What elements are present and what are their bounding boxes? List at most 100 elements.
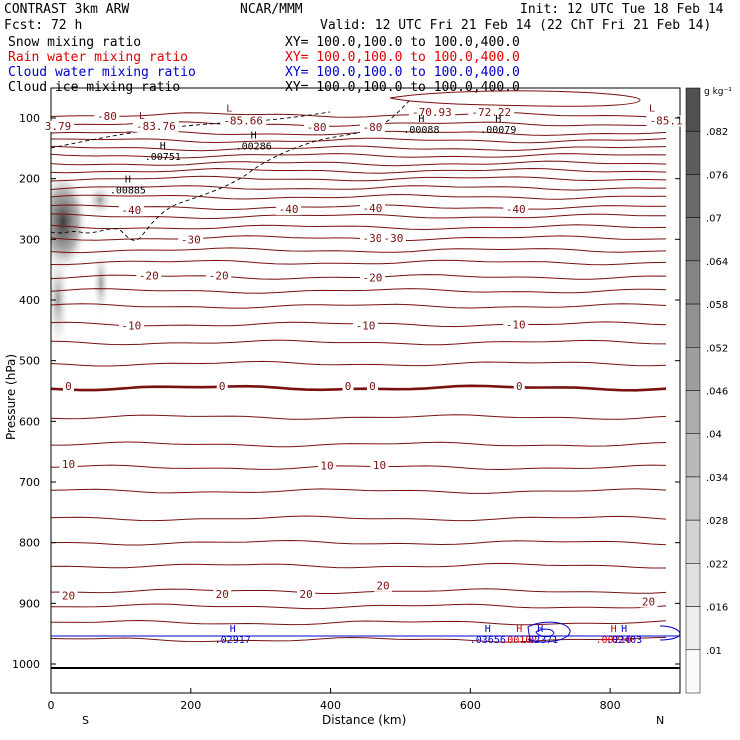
isotherm-label: 20 bbox=[376, 580, 389, 593]
extremum-marker: H bbox=[251, 131, 257, 142]
field-cloudwater-xy: XY= 100.0,100.0 to 100.0,400.0 bbox=[285, 65, 520, 80]
colorbar-swatch bbox=[685, 476, 701, 521]
colorbar-tick-label: .022 bbox=[706, 559, 728, 570]
isotherm-line bbox=[51, 145, 667, 152]
isotherm-label: -85.66 bbox=[223, 114, 263, 127]
cloud-water-loops bbox=[527, 621, 680, 643]
isotherm-label: -30 bbox=[363, 232, 383, 245]
isotherm-line bbox=[51, 153, 667, 159]
colorbar-tick-label: .034 bbox=[706, 473, 728, 484]
field-cloudwater-name: Cloud water mixing ratio bbox=[8, 65, 196, 80]
x-end-right: N bbox=[656, 714, 664, 727]
extremum-marker: H bbox=[495, 114, 501, 125]
isotherm-line bbox=[51, 213, 667, 220]
isotherm-label: 0 bbox=[369, 380, 376, 393]
isotherm-line bbox=[51, 112, 667, 118]
isotherm-label: 20 bbox=[642, 596, 655, 609]
model-title: CONTRAST 3km ARW bbox=[4, 2, 130, 17]
isotherm-label: 20 bbox=[299, 588, 312, 601]
colorbar-swatch bbox=[685, 87, 701, 132]
y-tick-label: 300 bbox=[19, 233, 40, 246]
colorbar-swatch bbox=[685, 563, 701, 607]
extremum-value: .00751 bbox=[145, 152, 181, 163]
y-axis-title: Pressure (hPa) bbox=[4, 354, 18, 440]
isotherm-label: 20 bbox=[216, 588, 229, 601]
isotherm-line bbox=[51, 204, 667, 211]
isotherm-line bbox=[51, 193, 667, 200]
extremum-marker: H bbox=[621, 624, 627, 635]
cloud-ice-contour-top bbox=[51, 111, 331, 149]
colorbar-tick-label: .076 bbox=[706, 170, 728, 181]
field-rain-xy: XY= 100.0,100.0 to 100.0,400.0 bbox=[285, 50, 520, 65]
isotherm-line bbox=[51, 588, 667, 594]
extremum-value: .00102 bbox=[501, 635, 537, 646]
x-end-left: S bbox=[82, 714, 89, 727]
org-label: NCAR/MMM bbox=[240, 2, 303, 17]
colorbar-tick-label: .07 bbox=[706, 214, 722, 225]
isotherm-label: 0 bbox=[219, 380, 226, 393]
extremum-marker: L bbox=[226, 103, 232, 114]
extremum-marker: H bbox=[418, 114, 424, 125]
colorbar-tick-label: .082 bbox=[706, 127, 728, 138]
isotherm-line bbox=[51, 488, 667, 494]
colorbar-tick-label: .064 bbox=[706, 257, 728, 268]
isotherm-label: -40 bbox=[121, 204, 141, 217]
field-snow-xy: XY= 100.0,100.0 to 100.0,400.0 bbox=[285, 35, 520, 50]
colorbar-swatch bbox=[685, 130, 701, 175]
isotherm-label: 10 bbox=[320, 460, 333, 473]
isotherm-label: -40 bbox=[363, 202, 383, 215]
colorbar-tick-label: .01 bbox=[706, 646, 722, 657]
isotherm-label: 10 bbox=[62, 458, 75, 471]
isotherm-line bbox=[51, 185, 666, 191]
x-tick-label: 400 bbox=[320, 699, 341, 712]
extremum-value: .00088 bbox=[403, 125, 439, 136]
isotherm-line bbox=[51, 515, 667, 522]
colorbar-swatch bbox=[685, 260, 701, 305]
colorbar-swatch bbox=[685, 303, 701, 348]
colorbar-tick-label: .052 bbox=[706, 343, 728, 354]
isotherm-label: -10 bbox=[356, 319, 376, 332]
x-tick-label: 800 bbox=[600, 699, 621, 712]
colorbar-tick-label: .028 bbox=[706, 516, 728, 527]
colorbar-swatch bbox=[685, 433, 701, 478]
isotherm-label: 20 bbox=[62, 589, 75, 602]
extremum-marker: H bbox=[611, 624, 617, 635]
snow-shading-top bbox=[86, 182, 114, 218]
isotherm-label: -10 bbox=[121, 319, 141, 332]
y-tick-label: 500 bbox=[19, 355, 40, 368]
x-tick-label: 0 bbox=[48, 699, 55, 712]
snow-shading-lower bbox=[51, 245, 70, 355]
extremum-value: .00286 bbox=[236, 142, 272, 153]
isotherm-line bbox=[51, 224, 667, 231]
extremum-value: .02917 bbox=[215, 635, 251, 646]
isotherm-label: -72.22 bbox=[471, 106, 511, 119]
colorbar-swatch bbox=[685, 174, 701, 218]
colorbar-swatch bbox=[685, 649, 701, 694]
x-tick-label: 600 bbox=[460, 699, 481, 712]
isotherm-line bbox=[51, 137, 667, 144]
isotherm-label: -20 bbox=[209, 270, 229, 283]
isotherm-label: 0 bbox=[345, 380, 352, 393]
y-tick-label: 900 bbox=[19, 597, 40, 610]
y-tick-label: 800 bbox=[19, 537, 40, 550]
isotherm-line bbox=[51, 339, 667, 346]
colorbar-unit: g kg⁻¹ bbox=[704, 87, 732, 97]
colorbar-tick-label: .046 bbox=[706, 387, 728, 398]
field-rain-name: Rain water mixing ratio bbox=[8, 50, 189, 65]
isotherm-line bbox=[51, 619, 667, 626]
extremum-value: .00079 bbox=[480, 125, 516, 136]
isotherm-line bbox=[51, 175, 667, 182]
extremum-marker: H bbox=[537, 624, 543, 635]
colorbar-swatch bbox=[685, 217, 701, 262]
isotherm-label: 10 bbox=[373, 459, 386, 472]
extremum-value: .00210 bbox=[596, 635, 632, 646]
cloud-ice-contour bbox=[51, 99, 411, 241]
init-time: Init: 12 UTC Tue 18 Feb 14 bbox=[520, 2, 724, 17]
valid-time: Valid: 12 UTC Fri 21 Feb 14 (22 ChT Fri … bbox=[320, 18, 712, 33]
isotherm-label: -40 bbox=[506, 203, 526, 216]
extremum-marker: L bbox=[139, 111, 145, 122]
x-axis-title: Distance (km) bbox=[322, 713, 406, 727]
isotherm-label: -80 bbox=[97, 110, 117, 123]
colorbar-swatch bbox=[685, 519, 701, 564]
extremum-marker: H bbox=[125, 174, 131, 185]
